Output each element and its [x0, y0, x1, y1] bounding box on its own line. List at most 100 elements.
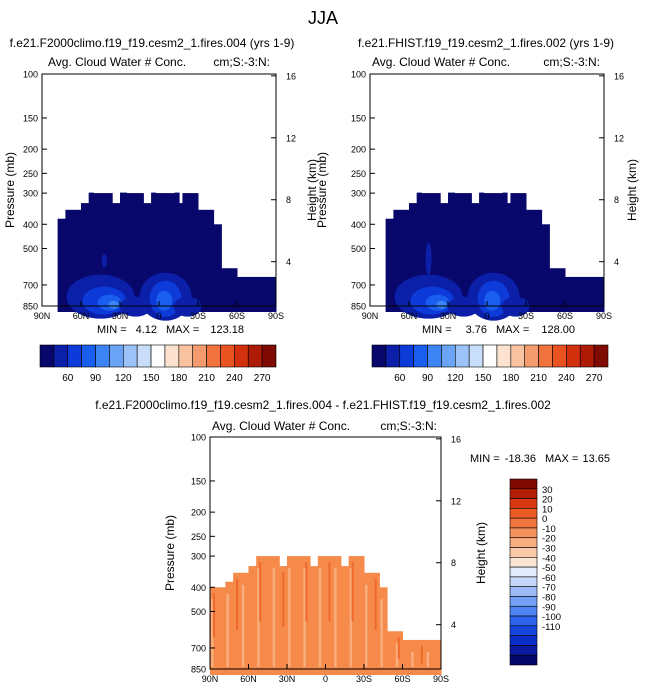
- panel-3-diff-column: [340, 566, 350, 675]
- panel-2-cloud-spike: [479, 192, 485, 205]
- panel-1-contour-blob: [173, 296, 202, 317]
- panel-3-diff-column: [310, 566, 319, 675]
- colorbar-cell: [509, 654, 538, 666]
- panel-3-diff-streak: [397, 637, 400, 660]
- colorbar-cell: [509, 478, 538, 490]
- colorbar-label: -40: [542, 553, 556, 564]
- colorbar-cell: [371, 344, 387, 368]
- panel-2-y-ticks: 100 150 200 250 300 400 500 700 850: [351, 70, 375, 312]
- panel-2-cloud-column: [533, 209, 543, 312]
- panel-1-cloud-column: [190, 193, 199, 312]
- panel-3-diff-streak: [420, 645, 423, 664]
- panel-2-cloud-column: [463, 193, 472, 312]
- colorbar-cell: [552, 344, 567, 368]
- panel-3-diff-column: [387, 631, 396, 675]
- panel-3-diff-streak: [259, 562, 262, 622]
- colorbar-cell: [454, 344, 470, 368]
- panel-1-cloud-column: [112, 203, 121, 312]
- panel-2-y2tick-label: 8: [614, 195, 619, 205]
- panel-3-diff-streak: [211, 599, 214, 667]
- panel-2-cloud-column: [596, 276, 605, 312]
- panel-1-ytick-label: 200: [23, 145, 38, 155]
- panel-2-cloud-column: [487, 193, 496, 312]
- panel-1-cloud-column: [252, 276, 261, 312]
- panel-3-ytick-label: 150: [191, 476, 206, 486]
- panel-3-diff-column: [402, 639, 411, 675]
- panel-1-cloud-column: [229, 268, 238, 312]
- colorbar-cell: [122, 344, 138, 368]
- panel-3-diff-streak: [226, 593, 229, 667]
- panel-1-cloud-column: [120, 193, 129, 312]
- panel-2-cloud-column: [557, 268, 566, 312]
- panel-3-y2tick-label: 4: [451, 620, 456, 630]
- panel-1-contour-blob: [101, 253, 107, 268]
- panel-3-ytick-label: 500: [191, 607, 206, 617]
- panel-3-ytick-label: 200: [191, 508, 206, 518]
- colorbar-cell: [178, 344, 194, 368]
- panel-1-ytick-label: 100: [23, 70, 38, 80]
- colorbar-label: 210: [198, 373, 215, 384]
- panel-3-diff-streak: [328, 562, 331, 622]
- colorbar-label: 20: [542, 495, 553, 506]
- panel-3-ytick-label: 700: [191, 643, 206, 653]
- colorbar-cell: [509, 527, 538, 539]
- panel-3-diff-streak: [257, 568, 260, 667]
- panel-2-cloud-column: [455, 193, 465, 312]
- panel-2-cloud-column: [494, 193, 504, 312]
- panel-1-cloud-column: [151, 193, 160, 312]
- colorbar-label: -10: [542, 524, 556, 535]
- panel-3-min-label: MIN =: [470, 453, 500, 465]
- panel-1-xtick-label: 30N: [112, 311, 129, 321]
- panel-1-right-label: cm;S:-3:N:: [213, 55, 270, 69]
- panel-2-cloud-column: [385, 218, 394, 312]
- panel-1-cloud-column: [57, 218, 66, 312]
- panel-1-cloud-spike: [120, 192, 127, 205]
- panel-2-xtick-label: 60S: [557, 311, 573, 321]
- panel-2-cloud-column: [565, 276, 574, 312]
- panel-2-contour-blob: [484, 290, 501, 311]
- colorbar-label: 60: [394, 373, 406, 384]
- colorbar-label: 90: [422, 373, 434, 384]
- panel-3-diff-column: [333, 556, 342, 675]
- panel-2-max-label: MAX =: [496, 324, 529, 336]
- panel-1-y-ticks: 100 150 200 250 300 400 500 700 850: [23, 70, 47, 312]
- colorbar-cell: [524, 344, 539, 368]
- panel-3-xtick-label: 30N: [279, 674, 296, 684]
- colorbar-label: 0: [542, 514, 547, 525]
- colorbar-label: -50: [542, 563, 556, 574]
- colorbar-cell: [509, 488, 538, 499]
- panel-3-diff-column: [364, 572, 373, 675]
- panel-2-ytick-label: 300: [351, 189, 366, 199]
- panel-2-cloud-column: [432, 193, 441, 312]
- colorbar-cell: [261, 344, 277, 368]
- colorbar-label: -90: [542, 602, 556, 613]
- colorbar-label: 30: [542, 485, 553, 496]
- panel-2-title: f.e21.FHIST.f19_f19.cesm2_1.fires.002 (y…: [358, 36, 614, 50]
- panel-1-max-value: 123.18: [210, 324, 244, 336]
- panel-1-y2tick-label: 16: [286, 71, 296, 81]
- colorbar-cell: [399, 344, 414, 368]
- panel-1-y2label: Height (km): [305, 159, 319, 221]
- colorbar-label: 180: [502, 373, 519, 384]
- colorbar-cell: [509, 625, 538, 636]
- panel-3-title: f.e21.F2000climo.f19_f19.cesm2_1.fires.0…: [95, 398, 551, 412]
- panel-2-cloud-column: [549, 268, 558, 312]
- colorbar-label: 240: [226, 373, 243, 384]
- panel-3-diff-column: [294, 556, 303, 675]
- panel-2-contour-blob: [447, 296, 480, 317]
- colorbar-label: 210: [530, 373, 547, 384]
- panel-3-y2-ticks: 16 12 8 4: [436, 434, 461, 630]
- panel-2-cloud-column: [416, 193, 426, 312]
- colorbar-cell: [482, 344, 498, 368]
- panel-1-ylabel: Pressure (mb): [3, 152, 17, 228]
- panel-2-cloud-column: [440, 203, 449, 312]
- panel-1-cloud-column: [143, 203, 152, 312]
- colorbar-cell: [509, 596, 538, 607]
- panel-2-contour-blob: [425, 242, 432, 275]
- panel-3-xtick-label: 60S: [394, 674, 410, 684]
- panel-2-ytick-label: 700: [351, 280, 366, 290]
- colorbar-label: 150: [143, 373, 160, 384]
- colorbar-cell: [509, 576, 538, 587]
- panel-1-xtick-label: 90N: [34, 311, 51, 321]
- panel-3-diff-streak: [272, 568, 276, 667]
